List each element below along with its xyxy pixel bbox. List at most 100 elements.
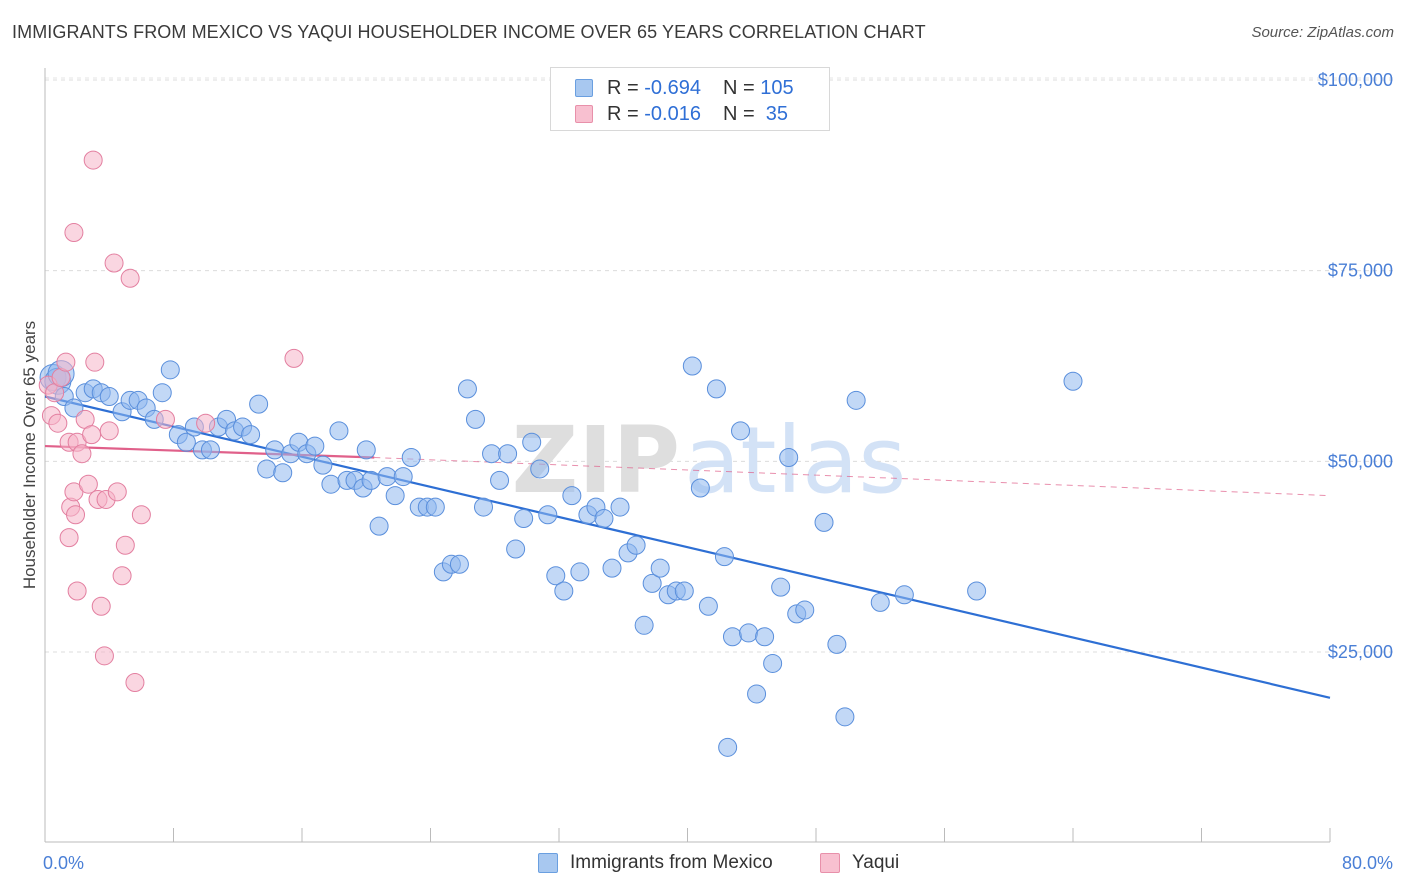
point-yaqui	[78, 474, 98, 494]
point-mexico	[313, 455, 333, 475]
point-yaqui	[59, 528, 79, 548]
point-mexico	[257, 459, 277, 479]
point-mexico	[393, 467, 413, 487]
point-yaqui	[85, 352, 105, 372]
point-mexico	[449, 554, 469, 574]
point-mexico	[714, 547, 734, 567]
point-mexico	[361, 470, 381, 490]
point-mexico	[457, 379, 477, 399]
point-mexico	[474, 497, 494, 517]
point-mexico	[265, 440, 285, 460]
point-mexico	[425, 497, 445, 517]
point-yaqui	[91, 596, 111, 616]
legend-swatch-yaqui	[575, 105, 593, 123]
point-mexico	[779, 448, 799, 468]
point-mexico	[827, 634, 847, 654]
point-mexico	[747, 684, 767, 704]
point-mexico	[739, 623, 759, 643]
point-yaqui	[67, 581, 87, 601]
point-mexico	[538, 505, 558, 525]
point-mexico	[152, 383, 172, 403]
point-mexico	[634, 615, 654, 635]
point-yaqui	[72, 444, 92, 464]
point-mexico	[846, 390, 866, 410]
point-yaqui	[125, 673, 145, 693]
point-mexico	[200, 440, 220, 460]
point-mexico	[706, 379, 726, 399]
point-mexico	[562, 486, 582, 506]
point-yaqui	[155, 409, 175, 429]
y-axis-title: Householder Income Over 65 years	[20, 321, 39, 589]
point-yaqui	[94, 646, 114, 666]
point-mexico	[514, 509, 534, 529]
point-mexico	[626, 535, 646, 555]
point-mexico	[795, 600, 815, 620]
source-credit: Source: ZipAtlas.com	[1251, 24, 1394, 41]
point-mexico	[682, 356, 702, 376]
point-mexico	[490, 470, 510, 490]
legend-r-label: R =	[607, 76, 645, 99]
legend-n-label: N =	[722, 76, 761, 99]
legend-r-label: R =	[607, 102, 645, 125]
point-mexico	[506, 539, 526, 559]
x-tick-label: 80.0%	[1342, 853, 1393, 873]
legend-n-label: N =	[722, 102, 761, 125]
point-mexico	[642, 573, 662, 593]
point-mexico	[698, 596, 718, 616]
point-mexico	[498, 444, 518, 464]
series-legend: Immigrants from Mexico Yaqui	[0, 852, 1406, 878]
axis-labels: $25,000 $50,000 $75,000 $100,000 0.0% 80.0%	[43, 70, 1393, 873]
legend-swatch-mexico	[538, 853, 558, 873]
point-mexico	[273, 463, 293, 483]
point-mexico	[176, 432, 196, 452]
legend-row-mexico: R = -0.694 N = 105	[575, 73, 794, 103]
legend-n-value: 35	[760, 102, 789, 125]
trend-line-mexico	[44, 395, 1331, 699]
point-yaqui	[104, 253, 124, 273]
point-mexico	[570, 562, 590, 582]
legend-row-yaqui: R = -0.016 N = 35	[575, 99, 788, 129]
point-mexico	[465, 409, 485, 429]
axes	[44, 68, 1331, 843]
correlation-legend: R = -0.694 N = 105 R = -0.016 N = 35	[550, 67, 830, 131]
point-mexico	[64, 398, 84, 418]
point-mexico	[546, 566, 566, 586]
legend-item-yaqui[interactable]: Yaqui	[820, 852, 899, 874]
point-yaqui	[115, 535, 135, 555]
x-tick-label: 0.0%	[43, 853, 84, 873]
point-mexico	[160, 360, 180, 380]
legend-label-mexico: Immigrants from Mexico	[570, 852, 773, 873]
point-yaqui	[120, 268, 140, 288]
chart-title: IMMIGRANTS FROM MEXICO VS YAQUI HOUSEHOL…	[12, 22, 926, 42]
point-mexico	[731, 421, 751, 441]
y-tick-label: $25,000	[1328, 642, 1393, 662]
point-mexico	[870, 592, 890, 612]
legend-r-value: -0.016	[644, 102, 701, 125]
point-mexico	[401, 448, 421, 468]
point-yaqui	[112, 566, 132, 586]
point-mexico	[321, 474, 341, 494]
point-mexico	[99, 387, 119, 407]
point-mexico	[690, 478, 710, 498]
point-yaqui	[196, 413, 216, 433]
point-yaqui	[107, 482, 127, 502]
point-mexico	[835, 707, 855, 727]
point-mexico	[674, 581, 694, 601]
point-mexico	[894, 585, 914, 605]
point-mexico	[602, 558, 622, 578]
y-tick-label: $50,000	[1328, 451, 1393, 471]
point-mexico	[482, 444, 502, 464]
point-mexico	[530, 459, 550, 479]
point-yaqui	[131, 505, 151, 525]
point-mexico	[755, 627, 775, 647]
point-mexico	[771, 577, 791, 597]
point-yaqui	[284, 348, 304, 368]
legend-label-yaqui: Yaqui	[852, 852, 900, 873]
point-yaqui	[64, 223, 84, 243]
legend-item-mexico[interactable]: Immigrants from Mexico	[538, 852, 773, 874]
y-tick-label: $100,000	[1318, 70, 1393, 90]
point-yaqui	[99, 421, 119, 441]
point-mexico	[650, 558, 670, 578]
legend-r-value: -0.694	[644, 76, 701, 99]
